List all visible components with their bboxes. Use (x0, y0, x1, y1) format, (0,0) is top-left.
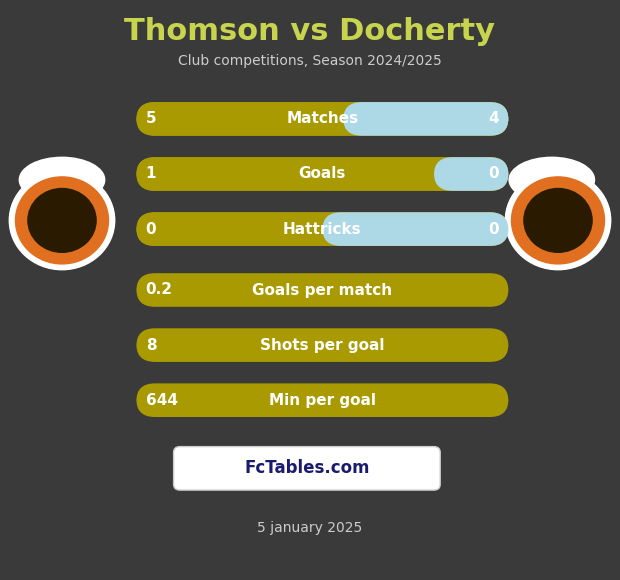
Text: Goals per match: Goals per match (252, 282, 392, 298)
Text: 0: 0 (146, 222, 156, 237)
Circle shape (524, 188, 592, 252)
FancyBboxPatch shape (174, 447, 440, 490)
Circle shape (512, 177, 604, 264)
Circle shape (505, 171, 611, 270)
Text: 5: 5 (146, 111, 156, 126)
FancyBboxPatch shape (434, 157, 508, 191)
Text: 5 january 2025: 5 january 2025 (257, 521, 363, 535)
Text: Min per goal: Min per goal (269, 393, 376, 408)
FancyBboxPatch shape (136, 157, 508, 191)
Text: 0: 0 (489, 222, 499, 237)
Text: 0.2: 0.2 (146, 282, 173, 298)
Text: 4: 4 (489, 111, 499, 126)
Text: Shots per goal: Shots per goal (260, 338, 384, 353)
Ellipse shape (508, 157, 595, 203)
Text: Hattricks: Hattricks (283, 222, 361, 237)
Circle shape (16, 177, 108, 264)
Text: 8: 8 (146, 338, 156, 353)
Text: Club competitions, Season 2024/2025: Club competitions, Season 2024/2025 (178, 54, 442, 68)
FancyBboxPatch shape (136, 212, 508, 246)
Text: 0: 0 (489, 166, 499, 182)
Text: FcTables.com: FcTables.com (244, 459, 370, 477)
FancyBboxPatch shape (136, 383, 508, 417)
Text: Thomson vs Docherty: Thomson vs Docherty (125, 17, 495, 46)
Text: Matches: Matches (286, 111, 358, 126)
Circle shape (9, 171, 115, 270)
FancyBboxPatch shape (136, 157, 508, 191)
FancyBboxPatch shape (136, 102, 508, 136)
Text: 644: 644 (146, 393, 178, 408)
Circle shape (28, 188, 96, 252)
FancyBboxPatch shape (322, 212, 508, 246)
FancyBboxPatch shape (136, 102, 508, 136)
Text: 1: 1 (146, 166, 156, 182)
FancyBboxPatch shape (343, 102, 508, 136)
Text: Goals: Goals (299, 166, 346, 182)
Ellipse shape (19, 157, 105, 203)
FancyBboxPatch shape (136, 212, 508, 246)
FancyBboxPatch shape (136, 273, 508, 307)
FancyBboxPatch shape (136, 328, 508, 362)
